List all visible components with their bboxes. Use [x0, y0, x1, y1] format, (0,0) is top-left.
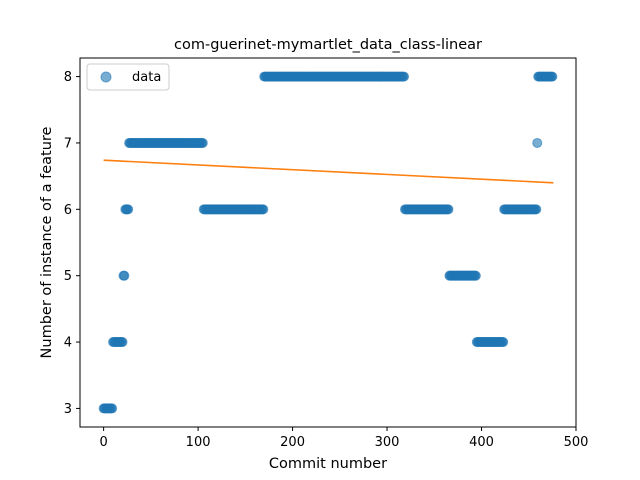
x-tick-label: 300: [375, 435, 400, 450]
legend-label-data: data: [132, 70, 161, 85]
y-tick-label: 3: [64, 402, 72, 417]
data-point: [107, 403, 118, 414]
y-tick-label: 8: [64, 70, 72, 85]
fit-line: [103, 159, 554, 184]
x-tick-label: 200: [280, 435, 305, 450]
y-tick-label: 7: [64, 136, 72, 151]
y-tick-label: 4: [64, 336, 72, 351]
x-tick-label: 100: [186, 435, 211, 450]
x-tick-label: 0: [99, 435, 107, 450]
data-point: [119, 270, 130, 281]
legend-marker-data: [100, 71, 112, 83]
x-tick-label: 500: [564, 435, 589, 450]
y-tick-label: 6: [64, 203, 72, 218]
data-point: [470, 270, 481, 281]
plot-area: [98, 71, 558, 414]
data-point: [547, 71, 558, 82]
legend-box: [86, 63, 170, 91]
data-point: [399, 71, 410, 82]
data-point: [123, 204, 134, 215]
data-point: [498, 337, 509, 348]
data-point: [532, 137, 543, 148]
data-point: [443, 204, 454, 215]
axis-ticks: 0 100 200 300 400 500 3 4 5 6 7 8: [64, 70, 589, 450]
plot-frame: [79, 57, 577, 428]
y-tick-label: 5: [64, 269, 72, 284]
legend: data: [86, 63, 170, 91]
data-point: [258, 204, 269, 215]
data-point: [531, 204, 542, 215]
data-points: [98, 71, 558, 414]
y-axis-label: Number of instance of a feature: [39, 126, 55, 358]
x-tick-label: 400: [469, 435, 494, 450]
x-axis-label: Commit number: [269, 456, 387, 472]
data-point: [117, 337, 128, 348]
chart-title: com-guerinet-mymartlet_data_class-linear: [174, 37, 482, 53]
data-point: [197, 137, 208, 148]
